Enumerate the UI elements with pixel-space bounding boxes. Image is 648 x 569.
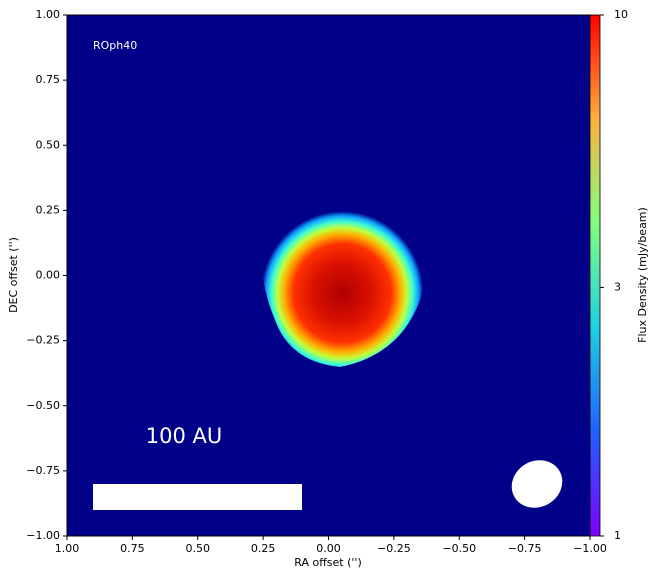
y-tick-label: 0.75	[36, 73, 61, 86]
colorbar-tick-label: 3	[614, 280, 621, 293]
y-axis-label: DEC offset ('')	[7, 237, 20, 313]
x-tick-label: 0.25	[251, 542, 276, 555]
y-tick-label: −0.50	[26, 399, 60, 412]
x-tick-label: 0.50	[186, 542, 211, 555]
scale-bar	[93, 484, 302, 510]
beam	[511, 460, 563, 508]
x-tick-label: −0.75	[508, 542, 542, 555]
source-emission	[261, 203, 424, 367]
colorbar-tick-label: 10	[614, 8, 628, 21]
x-tick-label: 1.00	[55, 542, 80, 555]
y-tick-label: −1.00	[26, 529, 60, 542]
y-tick-label: 0.50	[36, 138, 61, 151]
x-tick-label: −0.50	[442, 542, 476, 555]
y-tick-label: −0.25	[26, 334, 60, 347]
y-tick-label: 1.00	[36, 8, 61, 21]
colorbar-label: Flux Density (mJy/beam)	[636, 207, 648, 343]
x-axis-label: RA offset ('')	[294, 556, 361, 569]
y-tick-label: 0.00	[36, 269, 61, 282]
y-tick-label: 0.25	[36, 203, 61, 216]
scale-label: 100 AU	[146, 424, 223, 448]
source-name: ROph40	[93, 39, 137, 52]
x-tick-label: −1.00	[573, 542, 607, 555]
colorbar-tick-label: 1	[614, 529, 621, 542]
y-tick-label: −0.75	[26, 464, 60, 477]
x-tick-label: −0.25	[377, 542, 411, 555]
colorbar	[589, 14, 601, 537]
x-tick-label: 0.00	[316, 542, 341, 555]
x-tick-label: 0.75	[120, 542, 145, 555]
